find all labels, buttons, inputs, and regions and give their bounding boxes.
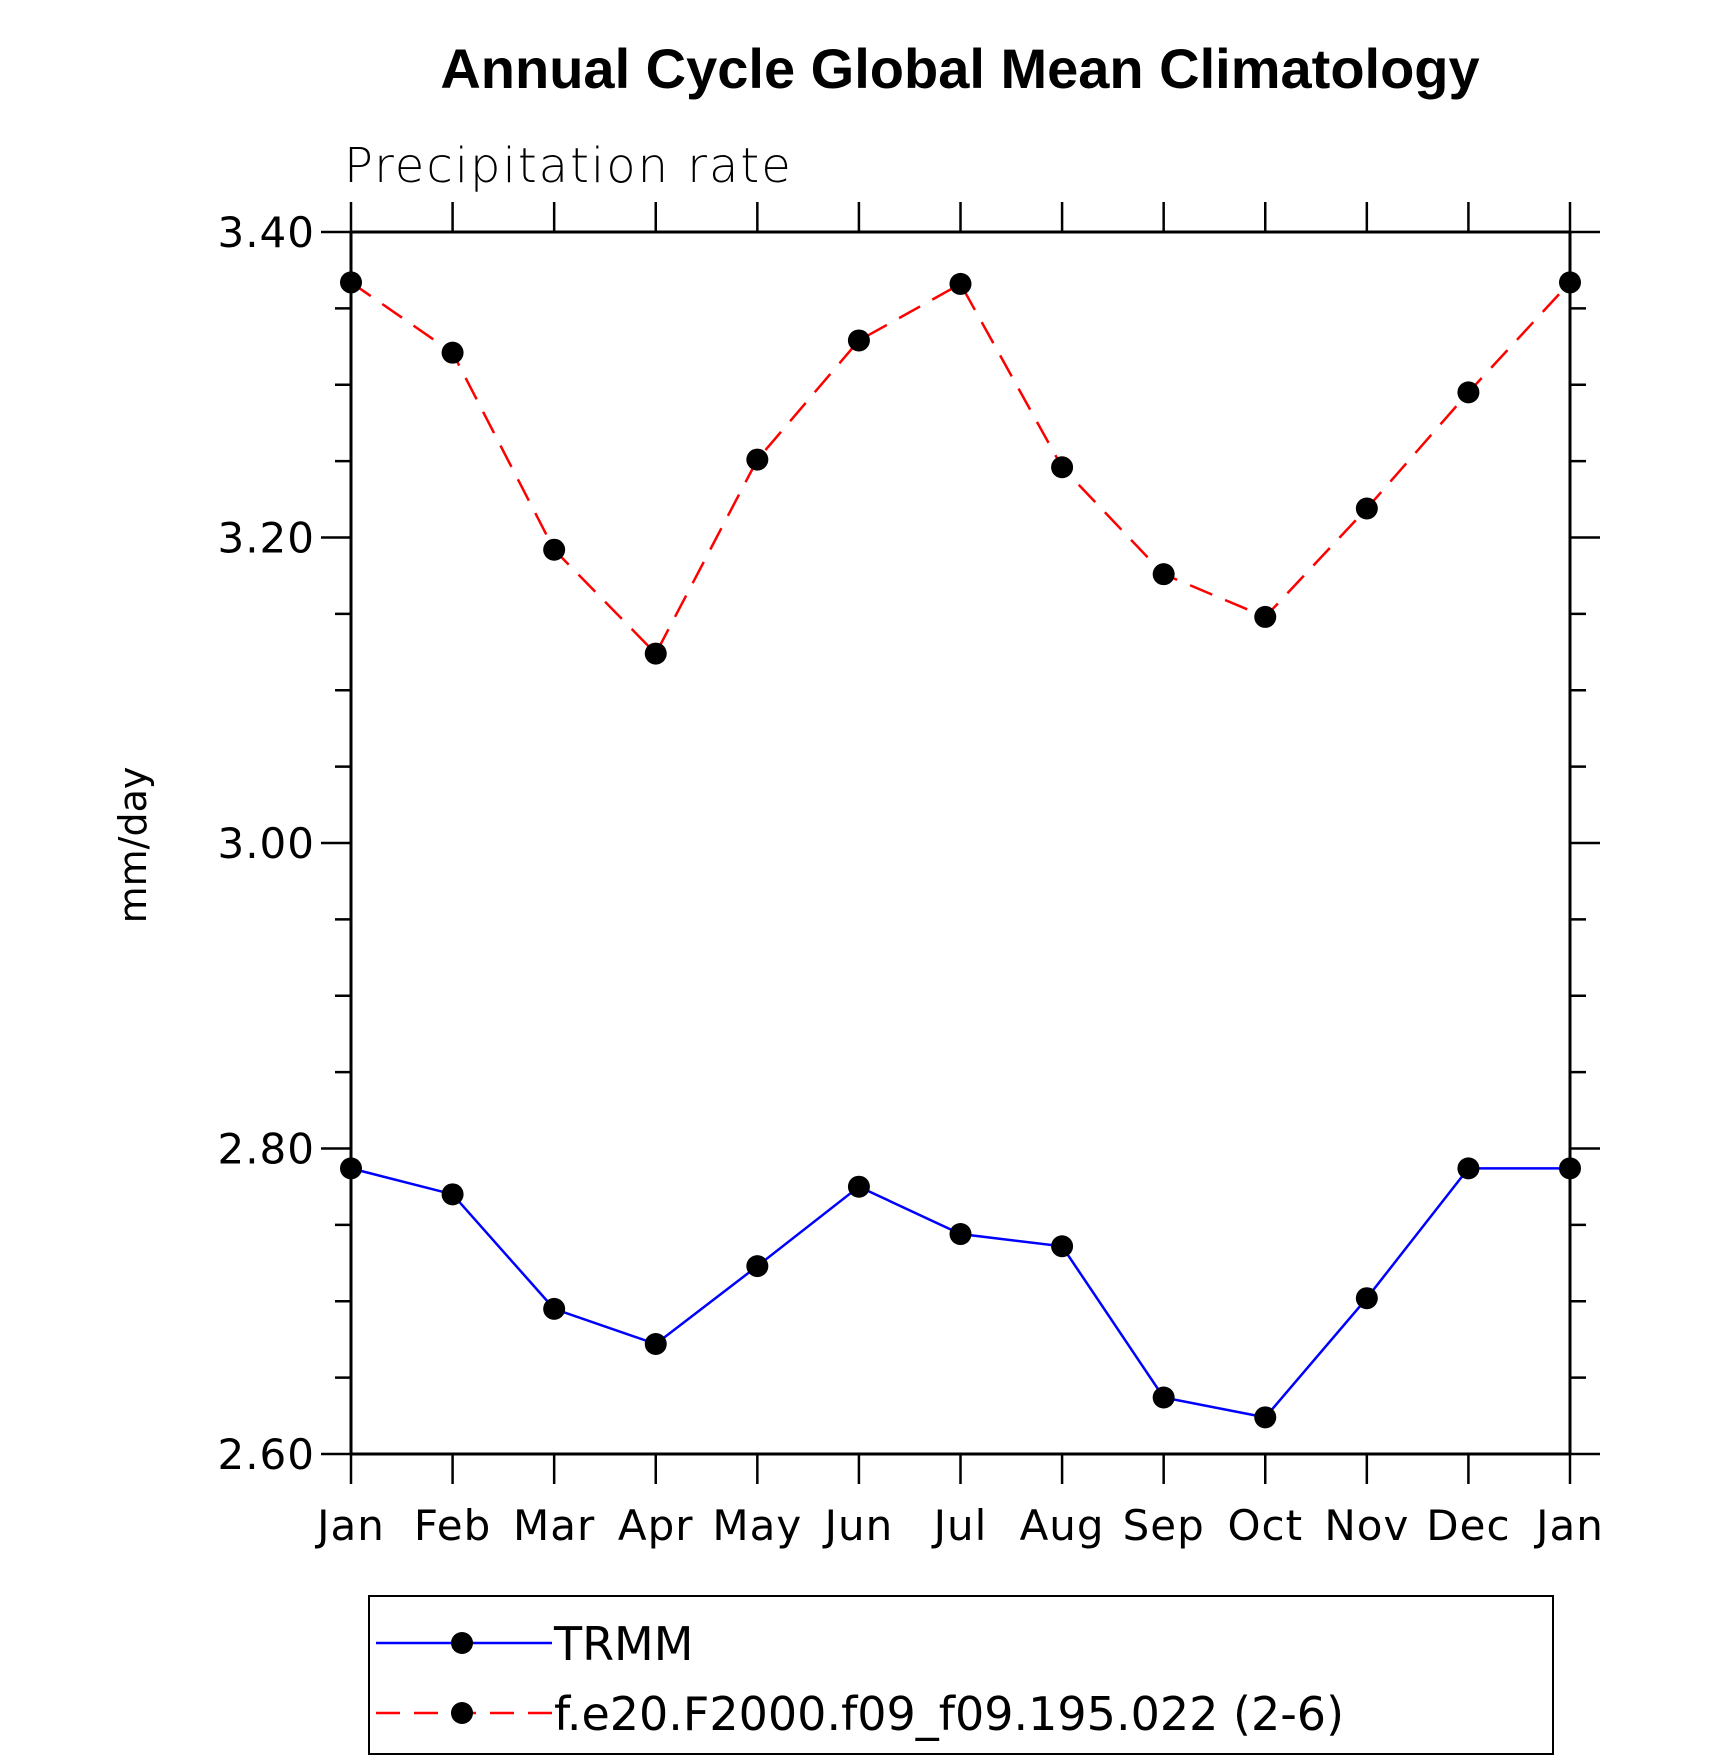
data-point [746,448,769,471]
data-point [1152,1386,1175,1409]
plot-axes: 2.60 2.80 3.00 3.20 3.40 Jan Feb Mar Apr May Jun Ju… [217,202,1603,1550]
x-tick-label: Jul [931,1501,988,1550]
legend-marker [451,1632,473,1654]
y-tick-label: 3.40 [217,208,315,257]
data-point [644,642,667,665]
data-point [441,1183,464,1206]
x-tick-label: Apr [618,1501,694,1550]
data-point [644,1333,667,1356]
legend-box [368,1595,1554,1755]
data-point [1152,563,1175,586]
y-tick-label: 3.20 [217,514,315,563]
y-tick-label: 3.00 [217,819,315,868]
x-tick-label: Jan [1533,1501,1604,1550]
y-axis-label: mm/day [111,767,155,924]
data-point [340,271,362,294]
data-point [543,538,566,561]
legend-marker [451,1702,473,1724]
y-tick-label: 2.80 [217,1125,315,1174]
data-point [847,1175,870,1198]
data-point [1457,1157,1480,1180]
data-point [340,1157,362,1180]
data-point [1254,605,1277,628]
data-point [1355,1287,1378,1310]
data-point [1457,381,1480,404]
chart-subtitle: Precipitation rate [344,138,793,194]
data-point [1051,456,1074,479]
data-point [1254,1406,1277,1429]
x-tick-label: Nov [1324,1501,1409,1550]
x-tick-label: Jun [822,1501,894,1550]
legend: TRMM f.e20.F2000.f09_f09.195.022 (2-6) [368,1595,1554,1755]
data-point [1559,271,1581,294]
series-layer [340,271,1581,1429]
data-point [1355,497,1378,520]
legend-label-1: f.e20.F2000.f09_f09.195.022 (2-6) [554,1687,1344,1741]
x-tick-label: Jan [314,1501,385,1550]
x-tick-label: Dec [1426,1501,1510,1550]
chart-title: Annual Cycle Global Mean Climatology [440,37,1479,100]
x-tick-label: May [712,1501,802,1550]
data-point [1051,1235,1074,1258]
data-point [949,272,972,295]
x-tick-label: Feb [414,1501,491,1550]
series-line-0 [350,1167,1570,1419]
legend-label-0: TRMM [553,1617,693,1671]
data-point [949,1223,972,1246]
x-tick-label: Oct [1227,1501,1303,1550]
x-tick-label: Aug [1020,1501,1105,1550]
x-tick-label: Mar [513,1501,595,1550]
data-point [746,1255,769,1278]
data-point [543,1297,566,1320]
data-point [1559,1157,1581,1180]
y-tick-label: 2.60 [217,1430,315,1479]
x-tick-label: Sep [1123,1501,1205,1550]
data-point [441,341,464,364]
series-line-1 [350,281,1571,656]
data-point [847,329,870,352]
